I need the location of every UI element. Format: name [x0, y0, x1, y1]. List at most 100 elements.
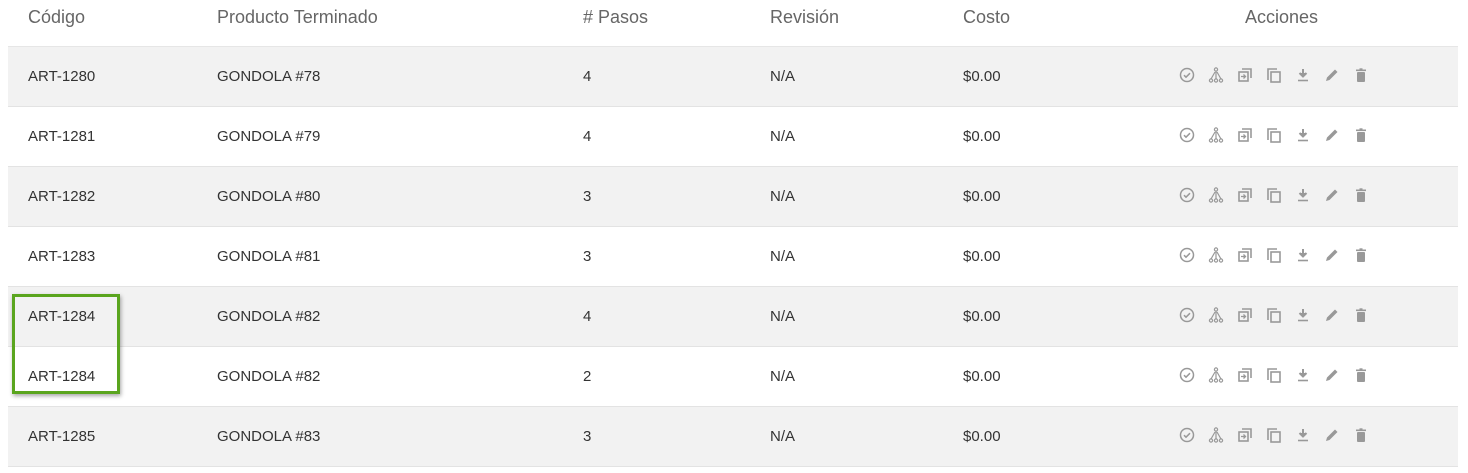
download-icon[interactable]: [1294, 426, 1312, 444]
cell-costo: $0.00: [963, 428, 1001, 445]
header-codigo[interactable]: Código: [28, 7, 86, 27]
header-acciones: Acciones: [1245, 7, 1319, 27]
cell-codigo: ART-1283: [28, 248, 96, 265]
copy-icon[interactable]: [1265, 426, 1283, 444]
download-icon[interactable]: [1294, 66, 1312, 84]
cell-producto: GONDOLA #78: [217, 68, 321, 85]
copy-into-icon[interactable]: [1236, 66, 1254, 84]
download-icon[interactable]: [1294, 306, 1312, 324]
cell-pasos: 3: [583, 248, 592, 265]
copy-into-icon[interactable]: [1236, 306, 1254, 324]
copy-icon[interactable]: [1265, 186, 1283, 204]
header-producto[interactable]: Producto Terminado: [217, 7, 378, 27]
cell-codigo: ART-1280: [28, 68, 96, 85]
table-row[interactable]: ART-1280 GONDOLA #78 4 N/A $0.00: [8, 47, 1458, 107]
copy-icon[interactable]: [1265, 366, 1283, 384]
cell-costo: $0.00: [963, 248, 1001, 265]
cell-producto: GONDOLA #82: [217, 308, 321, 325]
cell-costo: $0.00: [963, 188, 1001, 205]
copy-icon[interactable]: [1265, 306, 1283, 324]
row-actions: [1178, 246, 1370, 264]
tree-icon[interactable]: [1207, 126, 1225, 144]
check-circle-icon[interactable]: [1178, 426, 1196, 444]
tree-icon[interactable]: [1207, 66, 1225, 84]
table-row[interactable]: ART-1281 GONDOLA #79 4 N/A $0.00: [8, 107, 1458, 167]
edit-icon[interactable]: [1323, 66, 1341, 84]
tree-icon[interactable]: [1207, 306, 1225, 324]
header-pasos[interactable]: # Pasos: [583, 7, 649, 27]
cell-revision: N/A: [770, 308, 796, 325]
tree-icon[interactable]: [1207, 246, 1225, 264]
edit-icon[interactable]: [1323, 306, 1341, 324]
download-icon[interactable]: [1294, 186, 1312, 204]
table-row[interactable]: ART-1285 GONDOLA #83 3 N/A $0.00: [8, 407, 1458, 467]
cell-pasos: 4: [583, 308, 592, 325]
edit-icon[interactable]: [1323, 246, 1341, 264]
check-circle-icon[interactable]: [1178, 246, 1196, 264]
cell-costo: $0.00: [963, 128, 1001, 145]
cell-producto: GONDOLA #83: [217, 428, 321, 445]
copy-icon[interactable]: [1265, 126, 1283, 144]
download-icon[interactable]: [1294, 246, 1312, 264]
copy-into-icon[interactable]: [1236, 366, 1254, 384]
cell-producto: GONDOLA #82: [217, 368, 321, 385]
delete-icon[interactable]: [1352, 126, 1370, 144]
cell-producto: GONDOLA #79: [217, 128, 321, 145]
cell-pasos: 4: [583, 128, 592, 145]
cell-codigo: ART-1284: [28, 368, 96, 385]
products-table: Código Producto Terminado # Pasos Revisi…: [8, 0, 1458, 467]
cell-producto: GONDOLA #80: [217, 188, 321, 205]
edit-icon[interactable]: [1323, 126, 1341, 144]
tree-icon[interactable]: [1207, 366, 1225, 384]
table-row[interactable]: ART-1283 GONDOLA #81 3 N/A $0.00: [8, 227, 1458, 287]
delete-icon[interactable]: [1352, 426, 1370, 444]
table-header: Código Producto Terminado # Pasos Revisi…: [8, 0, 1458, 47]
row-actions: [1178, 66, 1370, 84]
check-circle-icon[interactable]: [1178, 126, 1196, 144]
cell-pasos: 3: [583, 428, 592, 445]
copy-into-icon[interactable]: [1236, 246, 1254, 264]
edit-icon[interactable]: [1323, 366, 1341, 384]
download-icon[interactable]: [1294, 126, 1312, 144]
delete-icon[interactable]: [1352, 306, 1370, 324]
table-row[interactable]: ART-1284 GONDOLA #82 4 N/A $0.00: [8, 287, 1458, 347]
delete-icon[interactable]: [1352, 186, 1370, 204]
delete-icon[interactable]: [1352, 66, 1370, 84]
edit-icon[interactable]: [1323, 426, 1341, 444]
cell-revision: N/A: [770, 188, 796, 205]
cell-codigo: ART-1284: [28, 308, 96, 325]
copy-into-icon[interactable]: [1236, 186, 1254, 204]
cell-costo: $0.00: [963, 68, 1001, 85]
check-circle-icon[interactable]: [1178, 306, 1196, 324]
table-row[interactable]: ART-1282 GONDOLA #80 3 N/A $0.00: [8, 167, 1458, 227]
cell-pasos: 3: [583, 188, 592, 205]
cell-codigo: ART-1281: [28, 128, 96, 145]
check-circle-icon[interactable]: [1178, 186, 1196, 204]
cell-revision: N/A: [770, 368, 796, 385]
copy-into-icon[interactable]: [1236, 426, 1254, 444]
delete-icon[interactable]: [1352, 246, 1370, 264]
cell-revision: N/A: [770, 128, 796, 145]
row-actions: [1178, 306, 1370, 324]
check-circle-icon[interactable]: [1178, 66, 1196, 84]
edit-icon[interactable]: [1323, 186, 1341, 204]
cell-producto: GONDOLA #81: [217, 248, 321, 265]
copy-icon[interactable]: [1265, 66, 1283, 84]
cell-codigo: ART-1285: [28, 428, 96, 445]
header-costo[interactable]: Costo: [963, 7, 1011, 27]
tree-icon[interactable]: [1207, 426, 1225, 444]
cell-revision: N/A: [770, 248, 796, 265]
copy-icon[interactable]: [1265, 246, 1283, 264]
row-actions: [1178, 366, 1370, 384]
table-row[interactable]: ART-1284 GONDOLA #82 2 N/A $0.00: [8, 347, 1458, 407]
cell-pasos: 2: [583, 368, 592, 385]
tree-icon[interactable]: [1207, 186, 1225, 204]
check-circle-icon[interactable]: [1178, 366, 1196, 384]
cell-revision: N/A: [770, 428, 796, 445]
row-actions: [1178, 426, 1370, 444]
delete-icon[interactable]: [1352, 366, 1370, 384]
copy-into-icon[interactable]: [1236, 126, 1254, 144]
header-revision[interactable]: Revisión: [770, 7, 840, 27]
download-icon[interactable]: [1294, 366, 1312, 384]
cell-costo: $0.00: [963, 308, 1001, 325]
